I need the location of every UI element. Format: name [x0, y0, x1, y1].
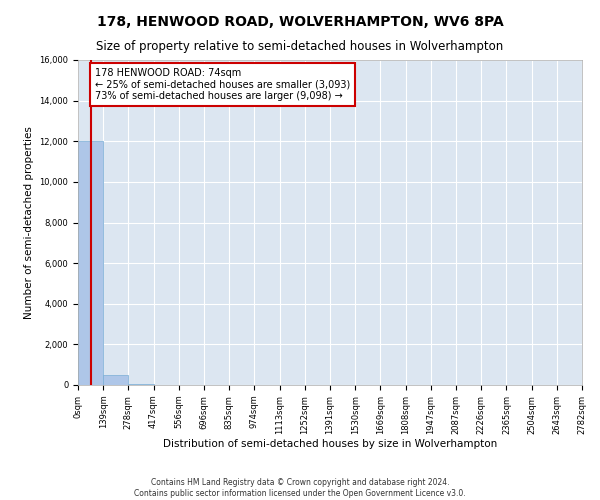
- Bar: [128, 384, 154, 385]
- Text: 178 HENWOOD ROAD: 74sqm
← 25% of semi-detached houses are smaller (3,093)
73% of: 178 HENWOOD ROAD: 74sqm ← 25% of semi-de…: [95, 68, 350, 102]
- X-axis label: Distribution of semi-detached houses by size in Wolverhampton: Distribution of semi-detached houses by …: [163, 440, 497, 450]
- Text: 178, HENWOOD ROAD, WOLVERHAMPTON, WV6 8PA: 178, HENWOOD ROAD, WOLVERHAMPTON, WV6 8P…: [97, 15, 503, 29]
- Y-axis label: Number of semi-detached properties: Number of semi-detached properties: [24, 126, 34, 319]
- Bar: [78, 141, 103, 385]
- Bar: [103, 375, 128, 385]
- Text: Size of property relative to semi-detached houses in Wolverhampton: Size of property relative to semi-detach…: [97, 40, 503, 53]
- Text: Contains HM Land Registry data © Crown copyright and database right 2024.
Contai: Contains HM Land Registry data © Crown c…: [134, 478, 466, 498]
